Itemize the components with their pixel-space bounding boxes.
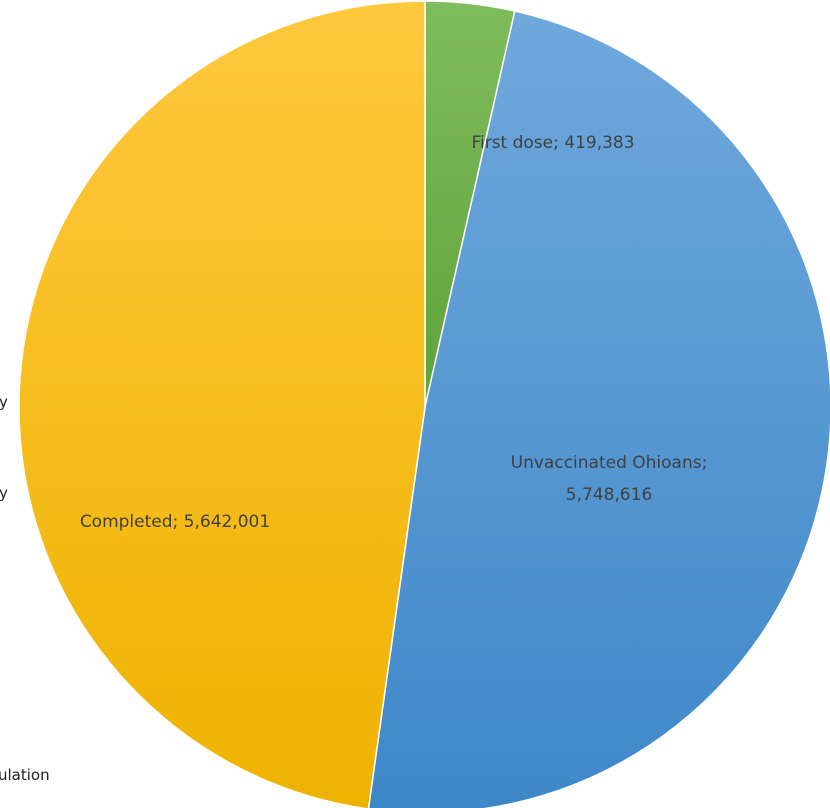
slice-label-unvaccinated-ohioans: Unvaccinated Ohioans; 5,748,616: [511, 453, 708, 505]
slice-label-completed: Completed; 5,642,001: [80, 512, 270, 532]
cropped-text-fragment: ulation: [0, 766, 50, 784]
cropped-text-fragment: y: [0, 484, 8, 502]
slice-label-first-dose: First dose; 419,383: [471, 133, 634, 153]
pie-slice-completed: [18, 0, 426, 808]
pie-slice-unvaccinated-ohioans: [367, 10, 830, 808]
cropped-text-fragment: y: [0, 393, 8, 411]
